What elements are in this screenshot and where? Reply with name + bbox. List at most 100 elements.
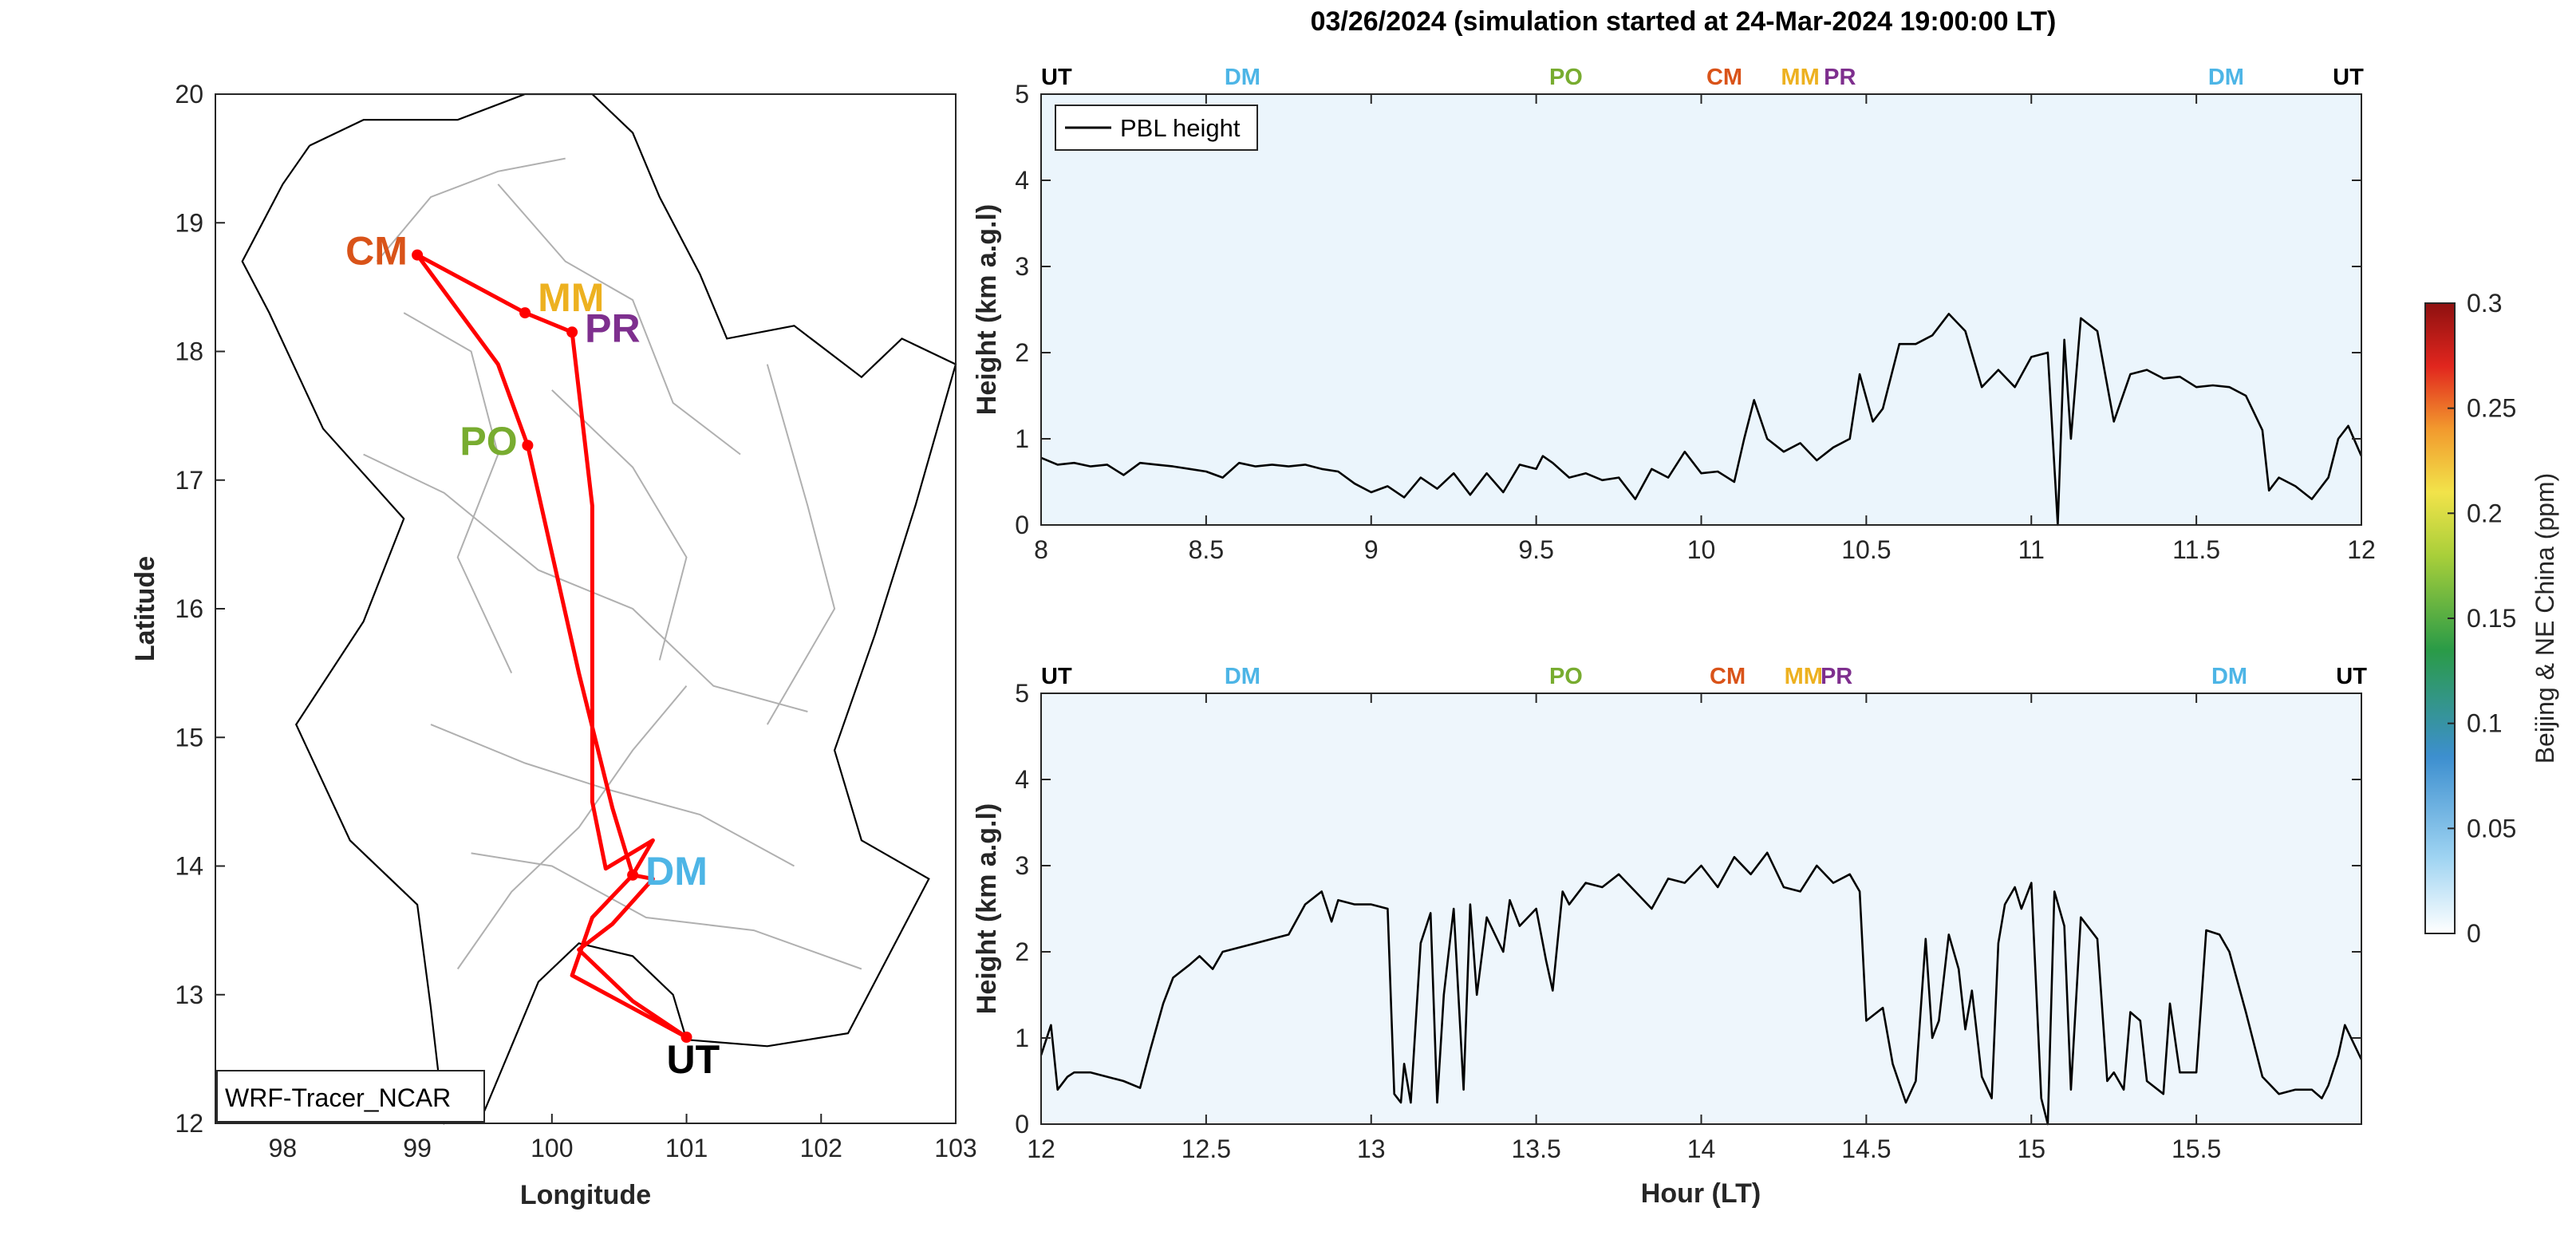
site-dot-cm xyxy=(412,249,424,261)
tracer-field-bottom xyxy=(1041,693,2361,1124)
site-marker-pr: PR xyxy=(1821,664,1852,689)
site-marker-ut: UT xyxy=(1041,664,1072,689)
site-marker-cm: CM xyxy=(1710,664,1746,689)
map-ytick-label: 12 xyxy=(175,1109,203,1138)
colorbar: 0 0.05 0.1 0.15 0.2 0.25 0.3 Beijing & NE Chin… xyxy=(2424,289,2559,948)
ytick-label: 0 xyxy=(1015,511,1029,539)
xtick-label: 12 xyxy=(2347,535,2376,564)
province-border xyxy=(456,685,688,970)
site-dot-ut xyxy=(680,1032,692,1043)
xtick-label: 14.5 xyxy=(1841,1135,1891,1163)
site-marker-po: PO xyxy=(1549,65,1583,90)
xtick-label: 13 xyxy=(1357,1135,1386,1163)
map-axis-ticks: 98 99 100 101 102 103 12 13 14 15 16 17 18 19 20 xyxy=(175,80,976,1162)
xtick-label: 14 xyxy=(1687,1135,1716,1163)
xtick-label: 8 xyxy=(1034,535,1048,564)
top-site-markers: UT DM PO CM MM PR DM UT xyxy=(1041,65,2364,90)
bottom-plot-layer xyxy=(1039,851,2363,1126)
top-legend: PBL height xyxy=(1055,105,1258,151)
province-border xyxy=(376,157,566,262)
site-label-mm: MM xyxy=(538,275,604,320)
colorbar-tick-label: 0.25 xyxy=(2467,394,2516,423)
province-border xyxy=(766,364,836,725)
xtick-label: 13.5 xyxy=(1511,1135,1560,1163)
xtick-label: 10.5 xyxy=(1841,535,1891,564)
bottom-ylabel: Height (km a.g.l) xyxy=(972,803,1002,1014)
site-label-ut: UT xyxy=(667,1037,720,1082)
xtick-label: 15 xyxy=(2017,1135,2045,1163)
map-xtick-label: 103 xyxy=(934,1134,976,1162)
tracer-field-top xyxy=(1041,94,2361,525)
site-marker-ut: UT xyxy=(2333,65,2364,90)
colorbar-tick-label: 0.3 xyxy=(2467,289,2502,318)
colorbar-tick-label: 0.1 xyxy=(2467,709,2502,738)
model-label: WRF-Tracer_NCAR xyxy=(225,1083,451,1112)
xtick-label: 15.5 xyxy=(2172,1135,2221,1163)
map-ytick-label: 13 xyxy=(175,981,203,1009)
province-border xyxy=(471,852,862,970)
site-marker-mm: MM xyxy=(1785,664,1823,689)
legend-label: PBL height xyxy=(1120,114,1241,142)
colorbar-ticks: 0 0.05 0.1 0.15 0.2 0.25 0.3 xyxy=(2448,289,2516,948)
map-ytick-label: 19 xyxy=(175,208,203,237)
site-dot-mm xyxy=(519,307,531,319)
pbl-height-line xyxy=(1040,313,2363,527)
site-marker-mm: MM xyxy=(1781,65,1819,90)
xtick-label: 8.5 xyxy=(1189,535,1224,564)
colorbar-tick-label: 0 xyxy=(2467,919,2481,948)
ytick-label: 1 xyxy=(1015,424,1029,453)
site-label-cm: CM xyxy=(345,229,408,274)
map-xlabel: Longitude xyxy=(520,1180,651,1210)
ytick-label: 4 xyxy=(1015,765,1029,794)
bottom-xlabel: Hour (LT) xyxy=(1641,1178,1761,1209)
country-border xyxy=(241,93,957,1125)
ytick-label: 5 xyxy=(1015,679,1029,708)
site-label-pr: PR xyxy=(585,306,640,350)
province-border xyxy=(403,312,513,674)
site-marker-dm: DM xyxy=(2208,65,2244,90)
map-xtick-label: 98 xyxy=(269,1134,298,1162)
ytick-label: 0 xyxy=(1015,1110,1029,1138)
site-marker-pr: PR xyxy=(1824,65,1856,90)
map-ytick-label: 20 xyxy=(175,80,203,109)
xtick-label: 11 xyxy=(2018,535,2045,564)
ytick-label: 4 xyxy=(1015,166,1029,195)
colorbar-tick-label: 0.15 xyxy=(2467,604,2516,633)
site-marker-ut: UT xyxy=(2336,664,2367,689)
xtick-label: 9.5 xyxy=(1518,535,1553,564)
map-ylabel: Latitude xyxy=(130,556,160,661)
map-plot-area xyxy=(215,94,956,1123)
pbl-height-line xyxy=(1039,851,2363,1126)
province-border xyxy=(551,389,688,661)
map-ytick-label: 18 xyxy=(175,337,203,366)
xtick-label: 9 xyxy=(1364,535,1379,564)
site-marker-dm: DM xyxy=(1225,65,1260,90)
site-marker-cm: CM xyxy=(1706,65,1742,90)
site-marker-ut: UT xyxy=(1041,65,1072,90)
map-xtick-label: 101 xyxy=(665,1134,708,1162)
map-xtick-label: 102 xyxy=(800,1134,842,1162)
site-dot-dm xyxy=(627,869,639,881)
colorbar-tick-label: 0.2 xyxy=(2467,499,2502,527)
province-border xyxy=(363,453,808,712)
top-plot-layer xyxy=(1040,313,2363,527)
colorbar-label: Beijing & NE China (ppm) xyxy=(2531,473,2559,764)
site-marker-dm: DM xyxy=(2211,664,2247,689)
xtick-label: 10 xyxy=(1687,535,1716,564)
xtick-label: 12.5 xyxy=(1181,1135,1231,1163)
map-ytick-label: 14 xyxy=(175,852,203,881)
ytick-label: 3 xyxy=(1015,851,1029,880)
site-marker-dm: DM xyxy=(1225,664,1260,689)
map-ytick-label: 17 xyxy=(175,466,203,495)
ytick-label: 2 xyxy=(1015,937,1029,966)
model-label-box: WRF-Tracer_NCAR xyxy=(216,1070,485,1123)
ytick-label: 2 xyxy=(1015,338,1029,367)
xtick-label: 12 xyxy=(1027,1135,1055,1163)
figure-title: 03/26/2024 (simulation started at 24-Mar… xyxy=(1311,6,2057,37)
